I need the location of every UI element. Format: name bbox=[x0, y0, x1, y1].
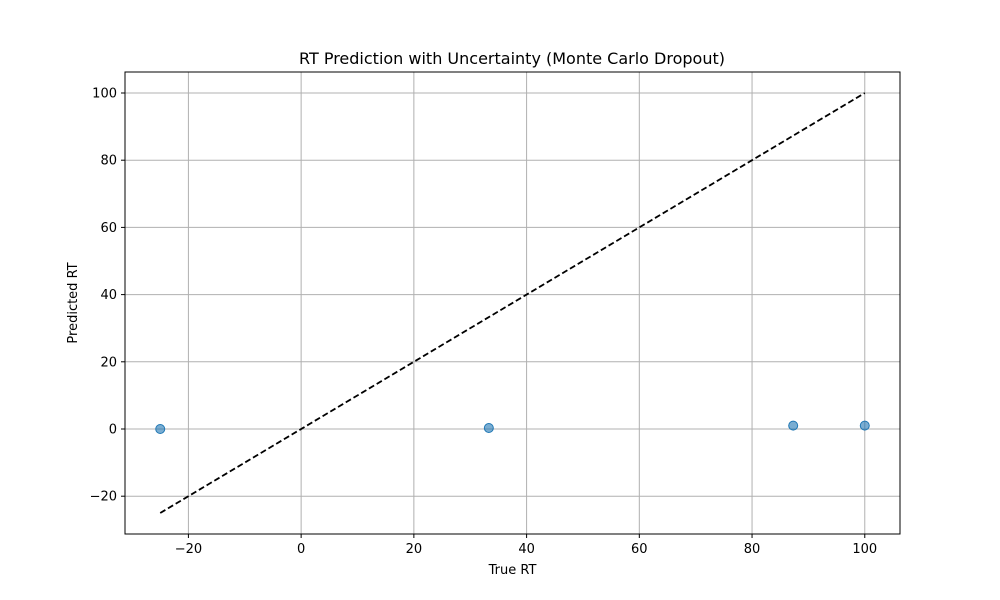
y-tick-label: 0 bbox=[109, 423, 117, 438]
plot-area-frame bbox=[124, 71, 901, 535]
y-axis-ticks: −20 0 20 40 60 80 100 bbox=[90, 87, 125, 505]
x-tick-label: 0 bbox=[297, 542, 305, 557]
x-axis-ticks: −20 0 20 40 60 80 100 bbox=[175, 534, 877, 557]
ideal-reference-line bbox=[159, 92, 866, 514]
grid bbox=[125, 72, 900, 534]
data-point bbox=[483, 422, 494, 433]
y-tick-label: 20 bbox=[100, 355, 117, 370]
data-point bbox=[155, 424, 166, 434]
data-point bbox=[788, 420, 799, 431]
data-points bbox=[155, 420, 870, 434]
y-tick-label: −20 bbox=[90, 490, 117, 505]
x-tick-label: 40 bbox=[518, 542, 535, 557]
y-tick-label: 60 bbox=[100, 221, 117, 236]
y-tick-label: 100 bbox=[92, 87, 117, 102]
y-axis-label: Predicted RT bbox=[66, 262, 81, 343]
x-tick-label: 100 bbox=[852, 542, 877, 557]
y-tick-label: 80 bbox=[100, 154, 117, 169]
chart-title: RT Prediction with Uncertainty (Monte Ca… bbox=[299, 49, 725, 68]
reference-line-group bbox=[159, 92, 866, 514]
data-point bbox=[859, 420, 870, 431]
x-tick-label: 20 bbox=[406, 542, 423, 557]
y-tick-label: 40 bbox=[100, 288, 117, 303]
x-tick-label: −20 bbox=[175, 542, 202, 557]
x-tick-label: 80 bbox=[744, 542, 761, 557]
x-tick-label: 60 bbox=[631, 542, 648, 557]
x-axis-label: True RT bbox=[488, 563, 537, 578]
